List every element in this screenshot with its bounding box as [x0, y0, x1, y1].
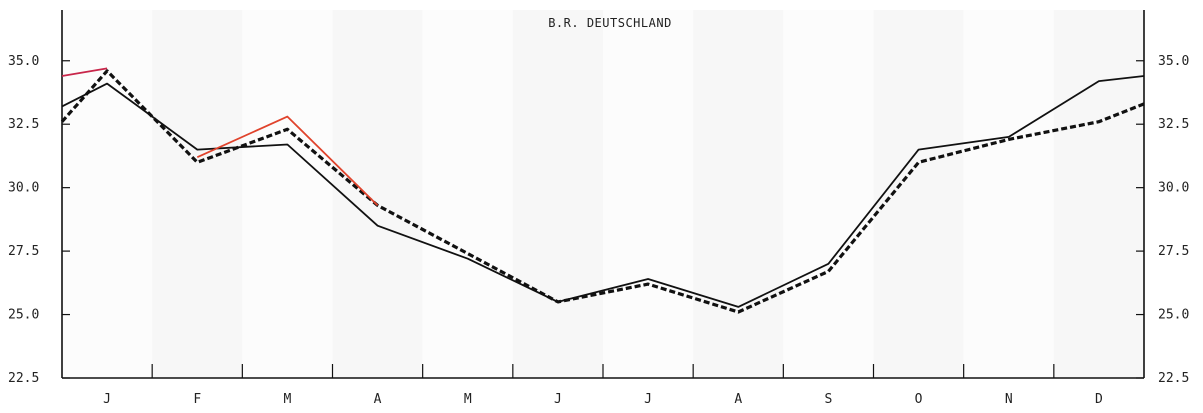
background-layer: [62, 10, 1144, 378]
series-line-solid-0: [61, 75, 1145, 308]
series-lines: [60, 67, 1145, 314]
right-y-tick-label: 22.5: [1158, 371, 1189, 386]
left-y-tick-label: 25.0: [8, 308, 39, 323]
month-band: [242, 10, 333, 378]
x-tick-label: J: [103, 392, 111, 407]
right-y-tick-label: 27.5: [1158, 244, 1189, 259]
left-y-tick-label: 32.5: [8, 117, 39, 132]
series-line-dashed-1: [60, 69, 1145, 314]
month-band: [963, 10, 1054, 378]
left-y-tick-label: 27.5: [8, 244, 39, 259]
right-y-tick-label: 30.0: [1158, 181, 1189, 196]
x-tick-label: A: [374, 392, 382, 407]
right-y-tick-label: 35.0: [1158, 54, 1189, 69]
month-band: [332, 10, 423, 378]
chart-title: B.R. DEUTSCHLAND: [548, 16, 672, 30]
right-y-tick-label: 32.5: [1158, 117, 1189, 132]
x-tick-label: M: [284, 392, 292, 407]
x-tick-label: A: [734, 392, 742, 407]
month-band: [152, 10, 243, 378]
x-tick-label: O: [915, 392, 923, 407]
series-line-solid-3: [196, 115, 379, 207]
month-band: [422, 10, 513, 378]
left-y-tick-label: 35.0: [8, 54, 39, 69]
left-y-tick-label: 22.5: [8, 371, 39, 386]
month-band: [783, 10, 874, 378]
month-band: [62, 10, 153, 378]
x-tick-label: F: [193, 392, 201, 407]
x-tick-label: S: [825, 392, 833, 407]
month-band: [512, 10, 603, 378]
month-band: [693, 10, 784, 378]
x-tick-label: D: [1095, 392, 1103, 407]
month-band: [873, 10, 964, 378]
x-tick-label: J: [554, 392, 562, 407]
x-tick-label: N: [1005, 392, 1013, 407]
left-y-tick-label: 30.0: [8, 181, 39, 196]
x-tick-label: M: [464, 392, 472, 407]
month-band: [603, 10, 694, 378]
series-line-solid-2: [61, 67, 108, 77]
right-y-tick-label: 25.0: [1158, 308, 1189, 323]
y-ticks: 22.5 22.5 25.0 25.0 27.5 27.5 30.0 30.0 32.5 32.5…: [8, 54, 1189, 386]
x-tick-label: J: [644, 392, 652, 407]
month-band: [1053, 10, 1144, 378]
